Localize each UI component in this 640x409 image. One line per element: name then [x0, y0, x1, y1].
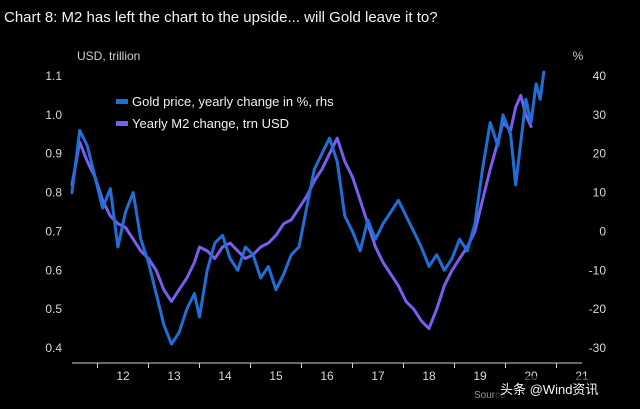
x-tick-label: 14: [218, 369, 232, 383]
right-tick-label: 20: [593, 147, 607, 161]
right-tick-label: 10: [593, 186, 607, 200]
legend-label-gold: Gold price, yearly change in %, rhs: [132, 94, 334, 109]
left-tick-label: 0.9: [45, 147, 62, 161]
right-tick-label: 0: [599, 224, 606, 238]
chart-title: Chart 8: M2 has left the chart to the up…: [4, 9, 438, 26]
legend-label-m2: Yearly M2 change, trn USD: [132, 116, 289, 131]
x-tick-label: 13: [167, 369, 181, 383]
series-layer: [70, 70, 546, 346]
legend: Gold price, yearly change in %, rhs Year…: [116, 94, 334, 131]
x-tick-label: 12: [116, 369, 130, 383]
x-tick-label: 17: [371, 369, 385, 383]
left-axis-ticks: 0.4 0.5 0.6 0.7 0.8 0.9 1.0 1.1: [45, 69, 62, 355]
right-tick-label: 30: [593, 108, 607, 122]
left-tick-label: 0.8: [45, 186, 62, 200]
right-tick-label: -30: [589, 341, 607, 355]
watermark-text: 头条 @Wind资讯: [500, 382, 598, 397]
right-tick-label: -20: [589, 302, 607, 316]
legend-swatch-gold: [116, 99, 128, 104]
right-axis-ticks: -30 -20 -10 0 10 20 30 40: [589, 69, 607, 355]
left-tick-label: 0.5: [45, 302, 62, 316]
x-axis-tick-marks: [97, 363, 557, 368]
watermark-background: [494, 376, 636, 402]
right-tick-label: 40: [593, 69, 607, 83]
left-tick-label: 0.6: [45, 263, 62, 277]
left-tick-label: 0.7: [45, 224, 62, 238]
x-tick-label: 15: [269, 369, 283, 383]
x-tick-label: 18: [422, 369, 436, 383]
right-tick-label: -10: [589, 263, 607, 277]
series-line-m2: [70, 93, 533, 331]
legend-swatch-m2: [116, 121, 128, 126]
x-tick-label: 16: [320, 369, 334, 383]
x-tick-label: 19: [473, 369, 487, 383]
series-line-gold: [70, 70, 546, 346]
right-axis-unit: %: [573, 49, 584, 63]
left-tick-label: 1.1: [45, 69, 62, 83]
source-label: Source: [474, 390, 506, 401]
left-axis-unit: USD, trillion: [77, 49, 140, 63]
left-tick-label: 1.0: [45, 108, 62, 122]
left-tick-label: 0.4: [45, 341, 62, 355]
